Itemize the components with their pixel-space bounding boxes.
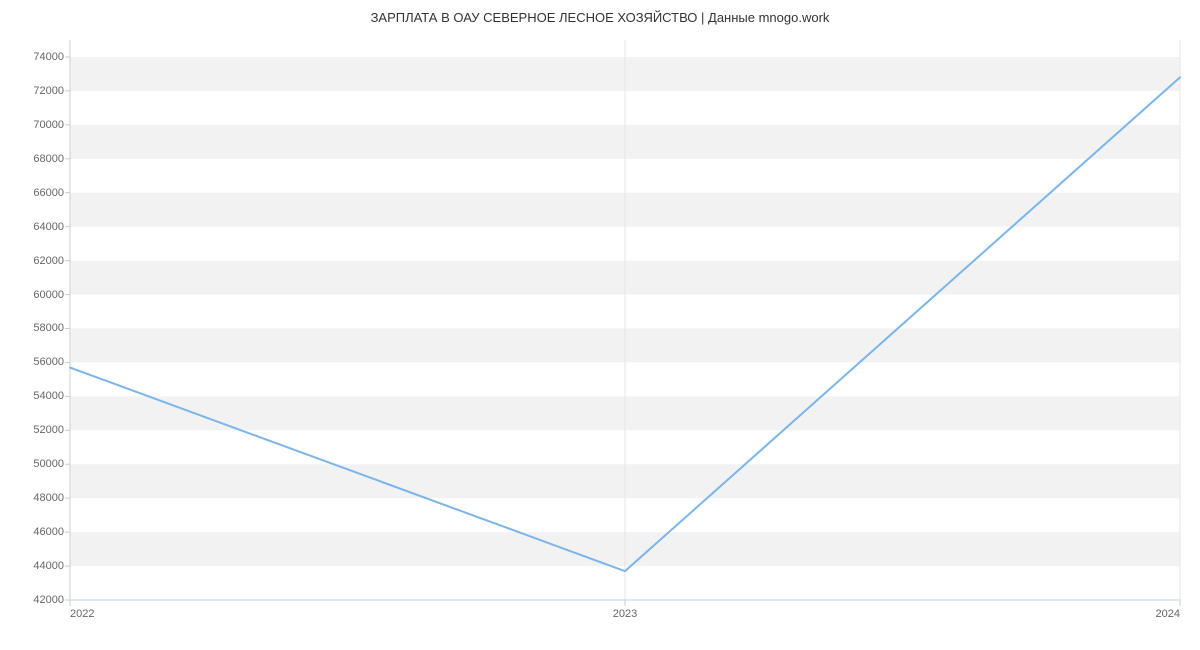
y-tick-label: 56000 xyxy=(33,356,64,368)
y-tick-label: 58000 xyxy=(33,322,64,334)
y-tick-label: 64000 xyxy=(33,221,64,233)
y-tick-label: 48000 xyxy=(33,492,64,504)
chart-title: ЗАРПЛАТА В ОАУ СЕВЕРНОЕ ЛЕСНОЕ ХОЗЯЙСТВО… xyxy=(0,10,1200,25)
x-tick-label: 2022 xyxy=(70,608,94,620)
y-tick-label: 46000 xyxy=(33,526,64,538)
y-tick-label: 42000 xyxy=(33,594,64,606)
x-tick-label: 2024 xyxy=(1156,608,1180,620)
y-tick-label: 66000 xyxy=(33,187,64,199)
y-tick-label: 70000 xyxy=(33,119,64,131)
y-tick-label: 54000 xyxy=(33,390,64,402)
plot-area: 4200044000460004800050000520005400056000… xyxy=(70,40,1180,600)
salary-line-chart: ЗАРПЛАТА В ОАУ СЕВЕРНОЕ ЛЕСНОЕ ХОЗЯЙСТВО… xyxy=(0,0,1200,650)
plot-svg xyxy=(70,40,1180,600)
y-tick-label: 74000 xyxy=(33,51,64,63)
y-tick-label: 44000 xyxy=(33,560,64,572)
y-tick-label: 50000 xyxy=(33,458,64,470)
y-tick-label: 72000 xyxy=(33,85,64,97)
y-tick-label: 60000 xyxy=(33,289,64,301)
y-tick-label: 52000 xyxy=(33,424,64,436)
x-tick-label: 2023 xyxy=(613,608,637,620)
y-tick-label: 62000 xyxy=(33,255,64,267)
y-tick-label: 68000 xyxy=(33,153,64,165)
